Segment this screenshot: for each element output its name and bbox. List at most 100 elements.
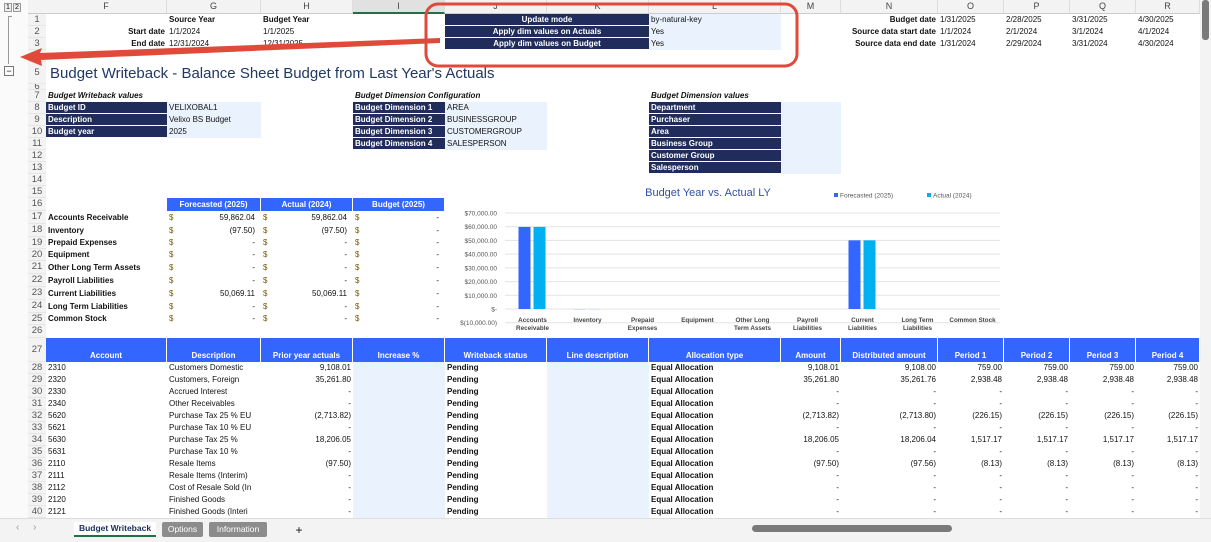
column-header-I[interactable]: I [353,0,445,14]
row-header[interactable]: 26 [28,325,46,338]
row-header[interactable]: 23 [28,287,46,300]
setting-value-field[interactable]: Yes [649,26,781,38]
select-all-corner[interactable] [28,0,46,14]
table-cell-increase-[interactable] [353,458,445,470]
tab-options[interactable]: Options [162,522,203,537]
dimension-config-value-field[interactable]: SALESPERSON [445,138,547,150]
row-header[interactable]: 20 [28,249,46,261]
dimension-config-value-field[interactable]: CUSTOMERGROUP [445,126,547,138]
dimension-config-value-field[interactable]: AREA [445,102,547,114]
vertical-scrollbar-thumb[interactable] [1202,0,1209,40]
row-header[interactable]: 21 [28,261,46,274]
row-header[interactable]: 32 [28,410,46,422]
row-header[interactable]: 16 [28,198,46,211]
table-cell-line-description[interactable] [547,398,649,410]
row-header[interactable]: 15 [28,186,46,198]
vertical-scrollbar[interactable] [1200,0,1211,518]
tab-information[interactable]: Information [209,522,267,537]
table-cell-increase-[interactable] [353,386,445,398]
table-cell-line-description[interactable] [547,362,649,374]
row-header[interactable]: 35 [28,446,46,458]
row-header[interactable]: 11 [28,138,46,150]
next-sheet-icon[interactable]: › [33,523,37,533]
table-cell-increase-[interactable] [353,446,445,458]
row-header[interactable]: 30 [28,386,46,398]
table-cell-line-description[interactable] [547,494,649,506]
row-header[interactable]: 14 [28,174,46,186]
row-header[interactable]: 36 [28,458,46,470]
dimension-values-field[interactable] [781,114,841,126]
column-header-G[interactable]: G [167,0,261,14]
column-header-Q[interactable]: Q [1070,0,1136,14]
table-cell-increase-[interactable] [353,374,445,386]
column-header-M[interactable]: M [781,0,841,14]
setting-value-field[interactable]: Yes [649,38,781,50]
collapse-group-button[interactable]: − [4,66,14,76]
setting-value-field[interactable]: by-natural-key [649,14,781,26]
table-cell-increase-[interactable] [353,410,445,422]
table-cell-line-description[interactable] [547,386,649,398]
writeback-value-field[interactable]: Velixo BS Budget [167,114,261,126]
horizontal-scrollbar[interactable] [740,524,1195,534]
column-header-H[interactable]: H [261,0,353,14]
row-header[interactable]: 7 [28,90,46,102]
column-header-K[interactable]: K [547,0,649,14]
table-cell-increase-[interactable] [353,494,445,506]
row-header[interactable]: 8 [28,102,46,114]
add-sheet-button[interactable]: + [295,522,303,537]
table-cell-increase-[interactable] [353,422,445,434]
table-cell-line-description[interactable] [547,422,649,434]
row-header[interactable]: 33 [28,422,46,434]
table-cell-line-description[interactable] [547,374,649,386]
row-header[interactable]: 37 [28,470,46,482]
dimension-values-field[interactable] [781,126,841,138]
row-header[interactable]: 17 [28,211,46,224]
column-header-R[interactable]: R [1136,0,1200,14]
table-cell-increase-[interactable] [353,362,445,374]
table-cell-line-description[interactable] [547,506,649,518]
row-header[interactable]: 13 [28,162,46,174]
dimension-values-field[interactable] [781,138,841,150]
row-header[interactable]: 1 [28,14,46,26]
row-header[interactable]: 2 [28,26,46,38]
table-cell-line-description[interactable] [547,470,649,482]
outline-level-button[interactable]: 1 [4,3,12,12]
horizontal-scrollbar-thumb[interactable] [752,525,952,532]
row-header[interactable]: 5 [28,62,46,84]
row-header[interactable]: 28 [28,362,46,374]
dimension-values-field[interactable] [781,150,841,162]
writeback-value-field[interactable]: 2025 [167,126,261,138]
row-header[interactable]: 25 [28,313,46,325]
row-header[interactable]: 27 [28,338,46,362]
row-header[interactable]: 6 [28,84,46,90]
row-header[interactable]: 38 [28,482,46,494]
column-header-O[interactable]: O [938,0,1004,14]
column-header-N[interactable]: N [841,0,938,14]
dimension-values-field[interactable] [781,102,841,114]
row-header[interactable]: 31 [28,398,46,410]
column-header-P[interactable]: P [1004,0,1070,14]
row-header[interactable]: 12 [28,150,46,162]
row-header[interactable]: 29 [28,374,46,386]
row-header[interactable]: 24 [28,300,46,313]
row-header[interactable]: 34 [28,434,46,446]
tab-budget-writeback[interactable]: Budget Writeback [74,522,156,537]
row-header[interactable]: 39 [28,494,46,506]
column-header-F[interactable]: F [46,0,167,14]
row-header[interactable]: 10 [28,126,46,138]
table-cell-line-description[interactable] [547,434,649,446]
row-header[interactable]: 22 [28,274,46,287]
table-cell-increase-[interactable] [353,398,445,410]
outline-level-button[interactable]: 2 [13,3,21,12]
row-header[interactable]: 3 [28,38,46,50]
row-header[interactable]: 19 [28,237,46,249]
column-header-L[interactable]: L [649,0,781,14]
writeback-value-field[interactable]: VELIXOBAL1 [167,102,261,114]
row-header[interactable]: 4 [28,50,46,62]
table-cell-increase-[interactable] [353,482,445,494]
table-cell-increase-[interactable] [353,470,445,482]
table-cell-increase-[interactable] [353,434,445,446]
row-header[interactable]: 9 [28,114,46,126]
column-header-J[interactable]: J [445,0,547,14]
dimension-values-field[interactable] [781,162,841,174]
